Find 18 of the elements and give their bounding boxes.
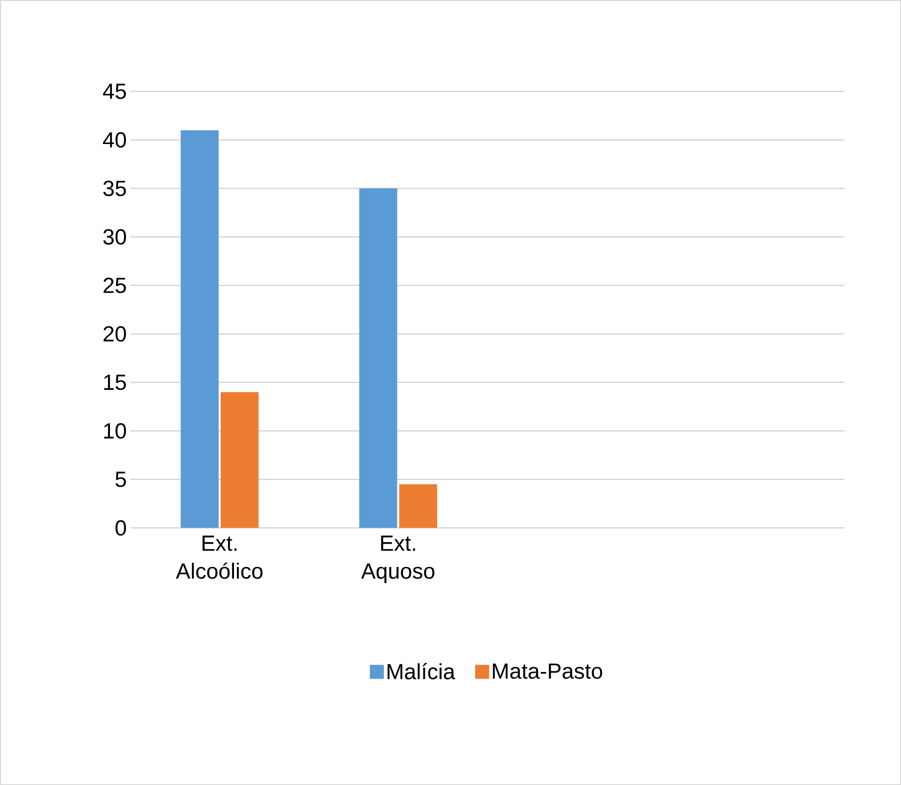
- y-tick-label: 35: [103, 180, 126, 196]
- y-tick-label: 10: [104, 423, 126, 439]
- legend-label: Malícia: [388, 662, 456, 680]
- y-tick-label: 45: [102, 84, 126, 99]
- bar: [180, 130, 219, 528]
- y-tick-label: 30: [103, 229, 126, 245]
- bar: [359, 188, 398, 528]
- x-tick-label: Ext. Alcoólico: [176, 536, 263, 579]
- legend-label: Mata-Pasto: [492, 664, 602, 679]
- y-tick-label: 15: [104, 374, 126, 390]
- y-tick-label: 0: [116, 520, 126, 536]
- y-tick-label: 25: [104, 278, 126, 294]
- y-tick-label: 40: [102, 132, 126, 148]
- y-tick-label: 20: [104, 326, 126, 342]
- bar: [399, 484, 438, 528]
- bar: [220, 392, 259, 528]
- x-tick-label: Ext. Aquoso: [361, 536, 434, 584]
- y-tick-label: 5: [116, 472, 126, 487]
